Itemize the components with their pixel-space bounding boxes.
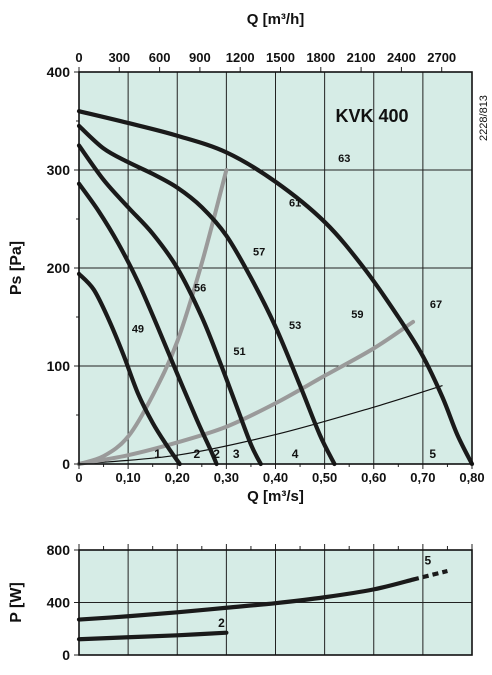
power-plot-frame (78, 549, 473, 656)
x2-tick-label: 0 (75, 50, 82, 65)
curve-number-label: 2 (213, 447, 220, 461)
x-tick-label: 0,70 (410, 470, 435, 485)
curve-number-label: 5 (429, 447, 436, 461)
x-tick-label: 0,50 (312, 470, 337, 485)
x2-tick-label: 1500 (266, 50, 295, 65)
x2-tick-label: 1200 (226, 50, 255, 65)
efficiency-curve (77, 168, 229, 466)
fan-curve-1 (76, 271, 182, 467)
efficiency-label: 59 (351, 309, 363, 321)
x-axis-label: Q [m³/s] (247, 488, 304, 505)
side-code-label: 2228/813 (478, 95, 490, 141)
y-tick-label: 0 (62, 456, 70, 472)
efficiency-curve (77, 319, 416, 466)
power-curve-5 (76, 577, 416, 622)
y-tick-label: 400 (47, 64, 71, 80)
x-tick-label: 0,10 (115, 470, 140, 485)
efficiency-label: 61 (289, 197, 301, 209)
x2-tick-label: 600 (149, 50, 171, 65)
curve-number-label: 2 (194, 447, 201, 461)
x-tick-label: 0,80 (459, 470, 484, 485)
power-y-tick-label: 0 (62, 647, 70, 663)
efficiency-label: 63 (338, 153, 350, 165)
power-curve-5-extension (412, 568, 448, 582)
chart-title: KVK 400 (335, 106, 408, 126)
x-tick-label: 0 (75, 470, 82, 485)
power-curve-2 (76, 630, 229, 642)
y-tick-label: 200 (47, 260, 71, 276)
x-tick-label: 0,20 (165, 470, 190, 485)
x2-tick-label: 2400 (387, 50, 416, 65)
x2-tick-label: 1800 (306, 50, 335, 65)
power-curve-label: 5 (424, 553, 431, 567)
y-axis-label: Ps [Pa] (8, 241, 25, 295)
curve-number-label: 3 (233, 447, 240, 461)
efficiency-label: 49 (132, 324, 144, 336)
efficiency-label: 51 (233, 346, 245, 358)
x2-axis-label: Q [m³/h] (247, 11, 305, 28)
power-y-tick-label: 800 (47, 542, 71, 558)
x-tick-label: 0,30 (214, 470, 239, 485)
x2-tick-label: 900 (189, 50, 211, 65)
x-tick-label: 0,40 (263, 470, 288, 485)
fan-curve-4 (76, 123, 337, 467)
x2-tick-label: 2700 (427, 50, 456, 65)
fan-curve-3 (76, 143, 263, 467)
power-y-axis-label: P [W] (8, 582, 25, 623)
y-tick-label: 100 (47, 358, 71, 374)
curve-number-label: 4 (292, 447, 299, 461)
y-tick-label: 300 (47, 162, 71, 178)
efficiency-label: 56 (194, 283, 206, 295)
power-y-tick-label: 400 (47, 595, 71, 611)
x2-tick-label: 300 (108, 50, 130, 65)
efficiency-label: 57 (253, 246, 265, 258)
x-tick-label: 0,60 (361, 470, 386, 485)
system-curve (78, 385, 443, 465)
curve-number-label: 1 (154, 447, 161, 461)
efficiency-label: 67 (430, 299, 442, 311)
x2-tick-label: 2100 (347, 50, 376, 65)
main-plot-frame (78, 71, 473, 465)
efficiency-label: 53 (289, 320, 301, 332)
power-curve-label: 2 (218, 616, 225, 630)
fan-curve-2 (76, 181, 219, 467)
fan-curve-5 (76, 109, 475, 467)
